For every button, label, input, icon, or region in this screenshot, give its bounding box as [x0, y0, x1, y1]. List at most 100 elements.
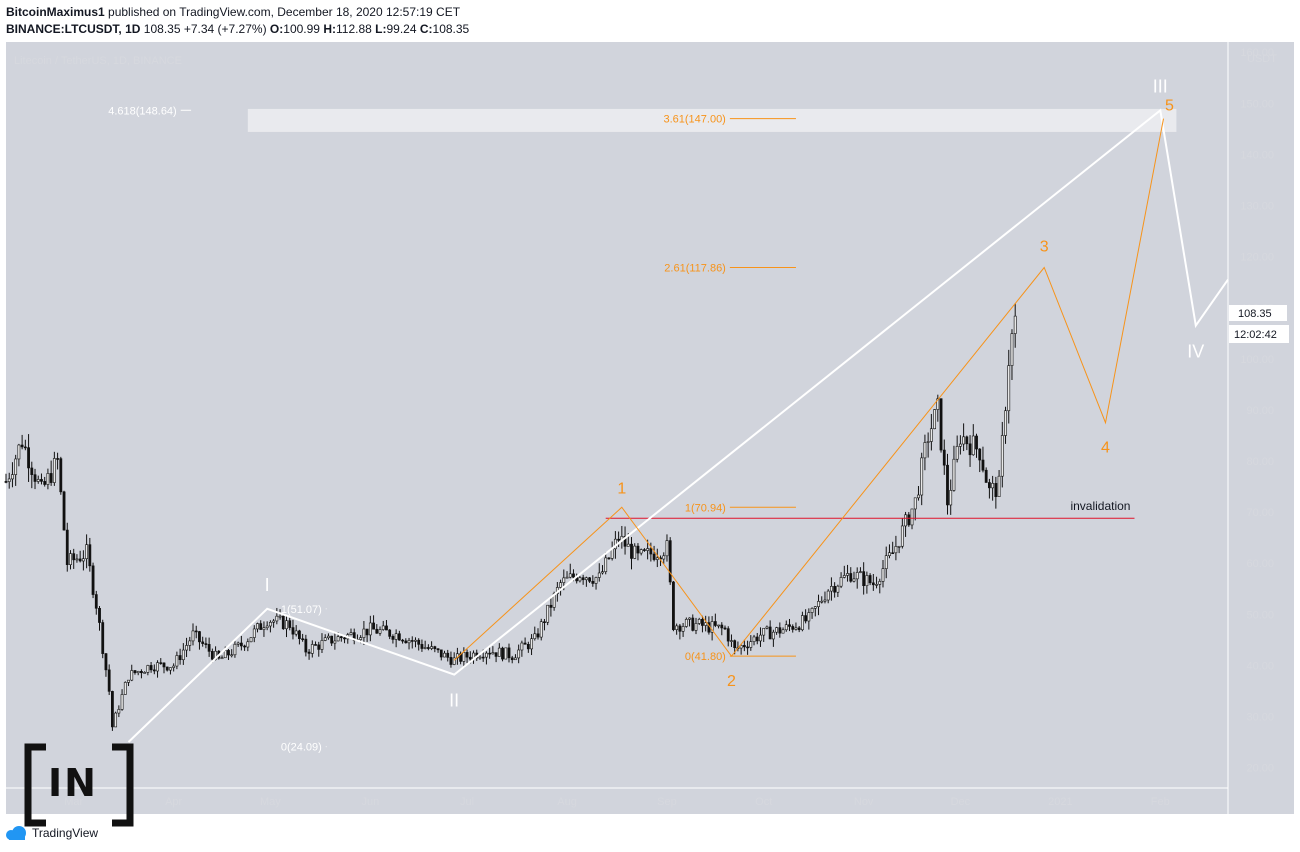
- candle-body: [939, 398, 943, 451]
- candle-body: [859, 571, 862, 573]
- candle: [494, 652, 498, 663]
- candle: [4, 473, 8, 484]
- candle: [265, 621, 269, 631]
- candle-body: [926, 441, 930, 443]
- candle-body: [520, 642, 524, 651]
- candle: [965, 435, 969, 451]
- candle: [981, 446, 985, 473]
- candle: [452, 652, 456, 666]
- candle: [46, 468, 50, 490]
- chart-title: Litecoin / TetherUS, 1D, BINANCE: [14, 55, 182, 67]
- candle: [726, 626, 730, 647]
- candle: [830, 577, 833, 601]
- candle-body: [278, 615, 282, 618]
- y-tick-label: 130.00: [1240, 201, 1274, 213]
- last-price-label: 108.35: [1238, 308, 1272, 320]
- fib-label-orange: 2.61(117.86): [664, 263, 726, 275]
- candle: [159, 658, 163, 665]
- candle-body: [804, 615, 808, 622]
- candle: [533, 626, 537, 641]
- candle: [388, 629, 392, 640]
- candle-body: [952, 458, 956, 491]
- last-price: 108.35: [143, 22, 181, 36]
- candle-body: [481, 656, 485, 659]
- candle: [833, 582, 837, 598]
- candle: [207, 637, 211, 657]
- candle-body: [988, 482, 991, 489]
- candle: [917, 486, 920, 501]
- candle-body: [839, 577, 843, 587]
- candle: [913, 497, 917, 521]
- candle: [771, 629, 775, 647]
- candle: [188, 636, 192, 652]
- candle-body: [146, 665, 150, 673]
- candle-body: [794, 627, 798, 630]
- candle-body: [601, 571, 604, 574]
- brand-watermark: IN: [24, 743, 134, 827]
- candle-body: [349, 632, 353, 635]
- candle-body: [994, 483, 998, 497]
- candle-body: [165, 666, 169, 671]
- candle-body: [281, 615, 285, 630]
- candle-body: [111, 691, 114, 728]
- candle: [759, 627, 762, 647]
- candle: [746, 640, 749, 655]
- candle: [204, 637, 208, 649]
- candle: [152, 664, 156, 675]
- candle-body: [559, 582, 562, 588]
- price-scale[interactable]: [1228, 42, 1294, 814]
- candle-body: [846, 573, 849, 576]
- candle-body: [662, 555, 666, 560]
- candle-body: [768, 626, 772, 640]
- candle: [317, 641, 321, 657]
- candle-body: [204, 643, 208, 645]
- candle: [988, 478, 991, 499]
- candle: [233, 639, 237, 658]
- candle: [514, 654, 517, 661]
- countdown-label: 12:02:42: [1234, 329, 1277, 341]
- candle: [294, 625, 298, 637]
- candle-body: [436, 648, 440, 651]
- fib-label-orange: 3.61(147.00): [663, 114, 725, 126]
- candle: [36, 475, 40, 484]
- candle: [62, 490, 66, 531]
- candle: [459, 651, 463, 665]
- candle: [946, 453, 949, 515]
- candle: [578, 575, 582, 583]
- candle: [230, 649, 234, 658]
- candle: [717, 624, 720, 629]
- fib-label-white: 4.618(148.64): [108, 105, 177, 117]
- candle-body: [1004, 410, 1007, 436]
- candle-body: [201, 641, 205, 644]
- x-tick-label: Aug: [557, 796, 577, 808]
- y-tick-label: 80.00: [1246, 456, 1274, 468]
- candle: [443, 650, 446, 658]
- candle-body: [407, 640, 411, 644]
- candle: [968, 435, 972, 467]
- y-tick-label: 40.00: [1246, 660, 1274, 672]
- author-name[interactable]: BitcoinMaximus1: [6, 5, 105, 19]
- candle-body: [127, 679, 130, 683]
- candle-body: [365, 628, 369, 636]
- candle-body: [978, 448, 982, 461]
- candle: [559, 579, 562, 596]
- candle-body: [323, 637, 327, 641]
- candle: [523, 637, 527, 645]
- candle-body: [381, 625, 385, 630]
- plot-area[interactable]: [6, 42, 1228, 814]
- candle: [111, 690, 114, 731]
- candle-body: [630, 543, 633, 559]
- tradingview-logo[interactable]: TradingView: [6, 826, 98, 840]
- candle: [984, 467, 988, 483]
- candle-body: [549, 604, 553, 608]
- candle: [72, 548, 76, 569]
- candle: [49, 460, 53, 486]
- candle-body: [494, 652, 498, 657]
- candle: [194, 625, 198, 639]
- candle: [314, 641, 317, 646]
- candle-body: [130, 670, 134, 681]
- candle-body: [23, 446, 27, 449]
- candle: [14, 454, 18, 486]
- candle: [497, 643, 501, 657]
